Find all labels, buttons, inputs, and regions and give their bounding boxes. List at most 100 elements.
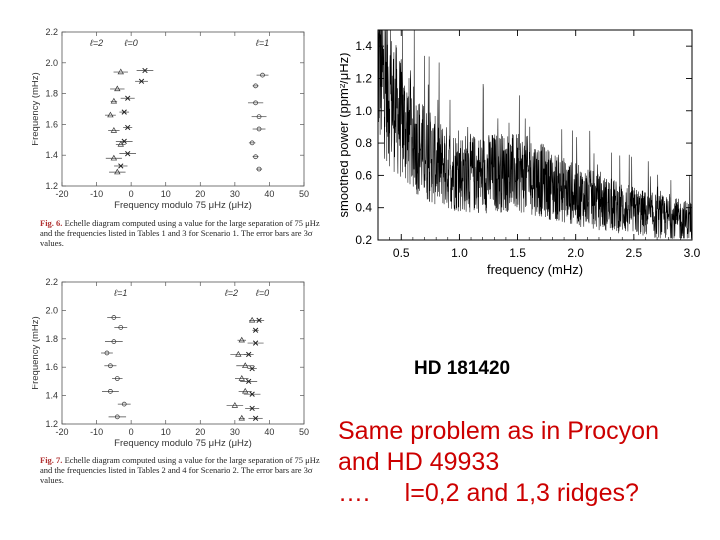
circle-marker — [260, 72, 265, 78]
x-tick-label: 50 — [299, 427, 309, 437]
y-tick-label: 1.2 — [45, 181, 58, 191]
y-tick-label: 1.8 — [45, 334, 58, 344]
cross-marker — [125, 124, 131, 131]
x-tick-label: 40 — [264, 189, 274, 199]
y-tick-label: 0.2 — [355, 233, 372, 247]
cross-marker — [246, 351, 252, 358]
caption-fig6: Fig. 6. Echelle diagram computed using a… — [40, 218, 330, 248]
y-tick-label: 1.0 — [355, 104, 372, 118]
y-tick-label: 2.2 — [45, 278, 58, 287]
caption-fig6-text: Echelle diagram computed using a value f… — [40, 218, 320, 248]
x-tick-label: 10 — [161, 189, 171, 199]
ridge-label: ℓ=1 — [113, 288, 127, 298]
cross-marker — [121, 138, 127, 144]
y-axis-label: smoothed power (ppm²/μHz) — [340, 53, 351, 218]
power-spectrum-panel: 0.5 1.0 1.5 2.0 2.5 3.0 0.2 0.4 0.6 0.8 1.0 1.2 1.4 f… — [336, 25, 705, 290]
x-tick-label: -10 — [90, 427, 103, 437]
circle-marker — [253, 154, 258, 160]
circle-marker — [253, 83, 258, 89]
y-tick-label: 0.4 — [355, 201, 372, 215]
x-tick-label: 20 — [195, 189, 205, 199]
triangle-marker — [238, 336, 245, 343]
ridge-label: ℓ=0 — [124, 38, 138, 48]
echelle-chart-bottom: -20 -10 0 10 20 30 40 50 1.2 1.4 1.6 1.8 2.0 2.2 Frequ… — [30, 277, 309, 449]
triangle-marker — [117, 140, 124, 147]
cross-marker — [118, 163, 124, 169]
triangle-marker — [107, 111, 114, 118]
echelle-panel-top: -20 -10 0 10 20 30 40 50 1.2 1.4 1.6 1.8 2.0 2.2 Frequ… — [30, 22, 317, 219]
triangle-marker — [238, 375, 245, 381]
cross-marker — [125, 95, 131, 101]
cross-marker — [256, 317, 262, 323]
comment-line-3: …. l=0,2 and 1,3 ridges? — [338, 479, 639, 507]
triangle-marker — [238, 414, 245, 421]
x-tick-label: 30 — [230, 427, 240, 437]
y-tick-label: 1.6 — [45, 362, 58, 372]
circle-marker — [256, 114, 262, 120]
x-axis-label: Frequency modulo 75 μHz (μHz) — [114, 200, 252, 211]
cross-marker — [246, 378, 252, 385]
caption-fig7-label: Fig. 7. — [40, 455, 63, 465]
x-tick-label: -20 — [55, 427, 68, 437]
cross-marker — [249, 405, 255, 412]
triangle-marker — [231, 402, 239, 408]
x-axis-label: frequency (mHz) — [487, 262, 583, 277]
circle-marker — [108, 388, 113, 394]
y-axis-label: Frequency (mHz) — [32, 72, 41, 145]
x-tick-label: 0.5 — [393, 246, 410, 260]
cross-marker — [121, 109, 127, 115]
ridge-label: ℓ=0 — [255, 288, 269, 298]
triangle-marker — [110, 154, 118, 161]
x-tick-label: 3.0 — [684, 246, 701, 260]
caption-fig7-text: Echelle diagram computed using a value f… — [40, 455, 320, 485]
star-name-title: HD 181420 — [414, 358, 511, 379]
x-tick-label: 30 — [230, 189, 240, 199]
echelle-panel-bottom: -20 -10 0 10 20 30 40 50 1.2 1.4 1.6 1.8 2.0 2.2 Frequ… — [30, 277, 317, 455]
y-tick-label: 2.0 — [45, 58, 58, 68]
x-tick-label: 0 — [129, 427, 134, 437]
cross-marker — [125, 151, 131, 157]
circle-marker — [111, 315, 117, 320]
cross-marker — [252, 415, 259, 421]
circle-marker — [111, 339, 117, 344]
x-tick-label: 10 — [161, 427, 171, 437]
triangle-marker — [114, 168, 121, 175]
x-tick-label: 2.0 — [567, 246, 584, 260]
circle-marker — [104, 350, 110, 356]
x-tick-label: -20 — [55, 189, 68, 199]
y-tick-label: 1.4 — [45, 150, 58, 160]
x-tick-label: -10 — [90, 189, 103, 199]
x-tick-label: 1.5 — [509, 246, 526, 260]
cross-marker — [142, 67, 148, 74]
y-tick-label: 2.0 — [45, 305, 58, 315]
circle-marker — [114, 376, 120, 381]
triangle-marker — [114, 85, 121, 92]
ridge-label: ℓ=1 — [255, 38, 269, 48]
comment-line-2: and HD 49933 — [338, 448, 500, 476]
triangle-marker — [242, 362, 249, 368]
power-spectrum-line — [378, 30, 692, 240]
circle-marker — [256, 166, 262, 172]
ridge-label: ℓ=2 — [224, 288, 238, 298]
echelle-chart-top: -20 -10 0 10 20 30 40 50 1.2 1.4 1.6 1.8 2.0 2.2 Frequ… — [30, 27, 309, 211]
y-tick-label: 1.2 — [355, 71, 372, 85]
circle-marker — [256, 126, 262, 132]
y-axis-label: Frequency (mHz) — [32, 316, 41, 389]
circle-marker — [253, 100, 258, 106]
cross-marker — [252, 340, 259, 346]
triangle-marker — [110, 127, 118, 133]
x-tick-label: 40 — [264, 427, 274, 437]
x-tick-label: 0 — [129, 189, 134, 199]
x-axis-label: Frequency modulo 75 μHz (μHz) — [114, 438, 252, 449]
ridge-label: ℓ=2 — [89, 38, 103, 48]
x-tick-label: 1.0 — [451, 246, 468, 260]
caption-fig6-label: Fig. 6. — [40, 218, 63, 228]
circle-marker — [118, 325, 124, 330]
triangle-marker — [117, 68, 124, 75]
y-tick-label: 0.8 — [355, 136, 372, 150]
plot-frame — [377, 29, 693, 241]
triangle-marker — [248, 316, 256, 323]
comment-text: Same problem as in Procyon and HD 49933 … — [338, 416, 659, 509]
circle-marker — [108, 363, 113, 369]
cross-marker — [138, 78, 145, 84]
